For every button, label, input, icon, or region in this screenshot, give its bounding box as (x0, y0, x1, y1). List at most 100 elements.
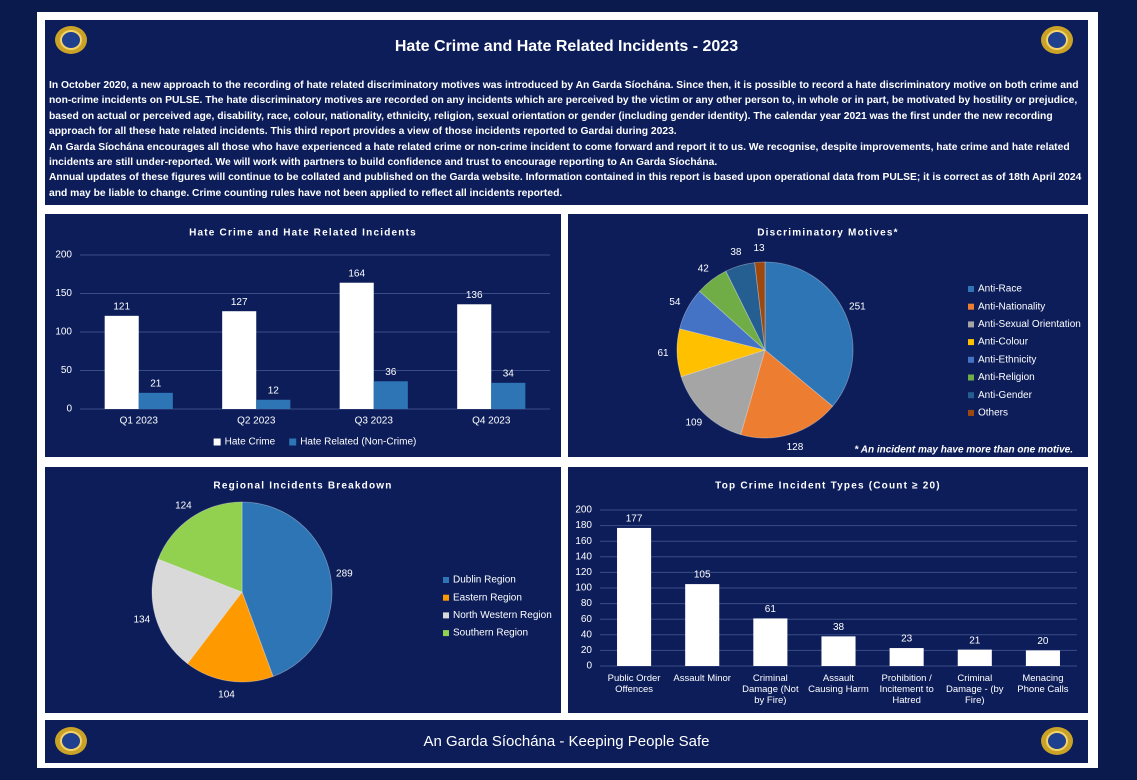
x-tick-label: Assault Minor (673, 673, 731, 684)
data-label: 23 (901, 634, 913, 645)
data-label: 105 (694, 570, 711, 581)
footer-text: An Garda Síochána - Keeping People Safe (423, 733, 710, 750)
chart-title: Regional Incidents Breakdown (213, 481, 392, 492)
crest (55, 727, 87, 755)
intro: In October 2020, a new approach to the r… (49, 78, 1082, 201)
y-tick-label: 80 (581, 598, 593, 609)
chart-title: Top Crime Incident Types (Count ≥ 20) (715, 481, 941, 492)
data-label: 20 (1037, 636, 1049, 647)
data-label: 42 (698, 263, 710, 274)
pie-slice (764, 261, 854, 407)
pie-slice (725, 262, 766, 351)
y-tick-label: 60 (581, 614, 593, 625)
data-label: 61 (765, 604, 777, 615)
legend-swatch (289, 438, 297, 446)
crest (1041, 26, 1073, 54)
legend-label: Anti-Ethnicity (978, 354, 1036, 365)
pie-slice (186, 591, 274, 683)
legend-swatch (443, 630, 449, 637)
legend-swatch (213, 438, 221, 446)
bar (256, 399, 291, 409)
y-tick-label: 200 (575, 505, 592, 516)
chart: Regional Incidents Breakdown 289 104 134 124… (133, 481, 552, 701)
y-tick-label: 0 (66, 404, 72, 415)
data-label: 36 (385, 367, 397, 378)
y-tick-label: 100 (575, 583, 592, 594)
chart-panel: Discriminatory Motives* 251 128 109 61 54 42 38… (568, 214, 1088, 457)
bar (138, 392, 173, 409)
legend-swatch (968, 321, 974, 328)
y-tick-label: 50 (61, 365, 73, 376)
crest (1041, 727, 1073, 755)
legend-label: Anti-Colour (978, 337, 1029, 348)
y-tick-label: 20 (581, 645, 593, 656)
legend-swatch (968, 303, 974, 310)
chart-panel: Hate Crime and Hate Related Incidents 0 50… (45, 214, 561, 457)
pie-slice (676, 328, 767, 378)
legend-swatch (443, 577, 449, 583)
chart-title: Hate Crime and Hate Related Incidents (189, 228, 417, 239)
x-tick-label: Prohibition / Incitement to Hatred (879, 673, 934, 706)
legend-swatch (968, 409, 974, 416)
legend-label: Others (978, 408, 1008, 419)
header-panel: Hate Crime and Hate Related Incidents - … (45, 20, 1088, 205)
legend-label: Dublin Region (453, 575, 516, 586)
data-label: 54 (669, 297, 681, 308)
y-tick-label: 200 (55, 250, 72, 261)
x-tick-label: Q3 2023 (355, 416, 394, 427)
bar (457, 304, 492, 409)
bar (1025, 650, 1060, 666)
data-label: 109 (686, 418, 703, 429)
pie-slice (754, 261, 766, 351)
x-tick-label: Assault Causing Harm (808, 673, 869, 695)
data-label: 289 (336, 568, 353, 579)
legend-swatch (968, 392, 974, 399)
y-tick-label: 40 (581, 629, 593, 640)
chart-panel: Regional Incidents Breakdown 289 104 134 124… (45, 467, 561, 713)
chart-title: Discriminatory Motives* (757, 228, 899, 239)
legend-label: Hate Related (Non-Crime) (300, 437, 416, 448)
x-tick-label: Criminal Damage (Not by Fire) (742, 673, 799, 706)
legend-swatch (968, 339, 974, 346)
y-tick-label: 120 (575, 567, 592, 578)
chart-note: * An incident may have more than one mot… (854, 445, 1073, 456)
data-label: 38 (833, 622, 845, 633)
pie-slice (680, 349, 766, 436)
pie-slice (698, 270, 766, 351)
pie-slice (151, 558, 243, 665)
bar (889, 648, 924, 666)
data-label: 128 (787, 442, 804, 453)
bar (753, 618, 788, 666)
legend-swatch (443, 612, 449, 619)
intro-paragraph: In October 2020, a new approach to the r… (49, 80, 1079, 138)
data-label: 127 (231, 297, 248, 308)
legend-label: North Western Region (453, 610, 552, 621)
legend-label: Anti-Gender (978, 390, 1033, 401)
x-tick-label: Q4 2023 (472, 416, 511, 427)
legend-label: Anti-Religion (978, 372, 1035, 383)
y-tick-label: 150 (55, 288, 72, 299)
bar (617, 527, 652, 666)
data-label: 13 (753, 243, 765, 254)
chart: Hate Crime and Hate Related Incidents 0 50… (55, 228, 550, 448)
legend-swatch (968, 356, 974, 363)
data-label: 21 (969, 635, 981, 646)
crest (55, 26, 87, 54)
data-label: 177 (626, 514, 643, 525)
intro-paragraph: Annual updates of these figures will con… (49, 172, 1082, 199)
pie-slice (157, 501, 243, 593)
pie-slice (241, 501, 333, 677)
x-tick-label: Criminal Damage - (by Fire) (945, 673, 1004, 706)
legend-swatch (443, 594, 449, 601)
bar (339, 282, 374, 409)
intro-paragraph: An Garda Síochána encourages all those w… (49, 141, 1070, 169)
legend-label: Southern Region (453, 628, 528, 639)
dashboard: Hate Crime and Hate Related Incidents - … (37, 12, 1098, 768)
footer-panel: An Garda Síochána - Keeping People Safe (45, 720, 1088, 763)
x-tick-label: Public Order Offences (607, 673, 661, 695)
bar (821, 636, 856, 666)
y-tick-label: 0 (586, 661, 592, 672)
legend-label: Eastern Region (453, 592, 522, 603)
bar (957, 649, 992, 666)
